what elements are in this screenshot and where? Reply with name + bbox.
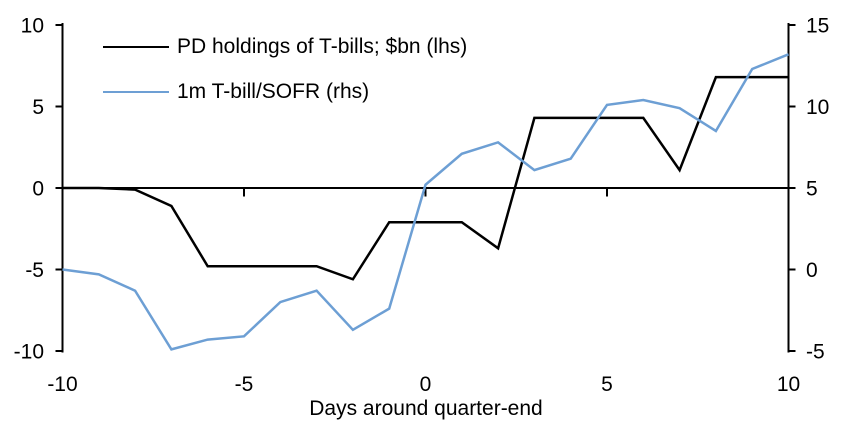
x-tick-label: 5 (601, 373, 613, 396)
y-right-tick-label: 0 (806, 259, 818, 282)
y-left-tick-label: -10 (14, 341, 44, 364)
legend-line-sample-blue (103, 91, 169, 93)
x-tick-label: 10 (777, 373, 800, 396)
legend-label-pd-holdings: PD holdings of T-bills; $bn (lhs) (177, 35, 468, 58)
x-tick-label: -10 (47, 373, 77, 396)
legend-label-tbill-sofr: 1m T-bill/SOFR (rhs) (177, 80, 370, 103)
legend: PD holdings of T-bills; $bn (lhs) 1m T-b… (103, 33, 467, 123)
y-right-tick-label: 5 (806, 178, 818, 201)
series-line-tbill-sofr (62, 53, 789, 351)
series-line-pd-holdings (62, 75, 789, 281)
y-right-tick-label: 10 (806, 96, 829, 119)
legend-item-pd-holdings: PD holdings of T-bills; $bn (lhs) (103, 33, 467, 61)
y-right-tick-label: 15 (806, 15, 829, 38)
x-axis-title: Days around quarter-end (309, 397, 543, 420)
legend-line-sample-black (103, 46, 169, 48)
legend-item-tbill-sofr: 1m T-bill/SOFR (rhs) (103, 78, 467, 106)
y-left-tick-label: 10 (21, 15, 44, 38)
y-left-tick-label: 5 (32, 96, 44, 119)
x-tick-label: 0 (420, 373, 432, 396)
y-right-tick-label: -5 (806, 341, 825, 364)
x-tick-label: -5 (235, 373, 254, 396)
y-left-tick-label: -5 (25, 259, 44, 282)
y-left-tick-label: 0 (32, 178, 44, 201)
